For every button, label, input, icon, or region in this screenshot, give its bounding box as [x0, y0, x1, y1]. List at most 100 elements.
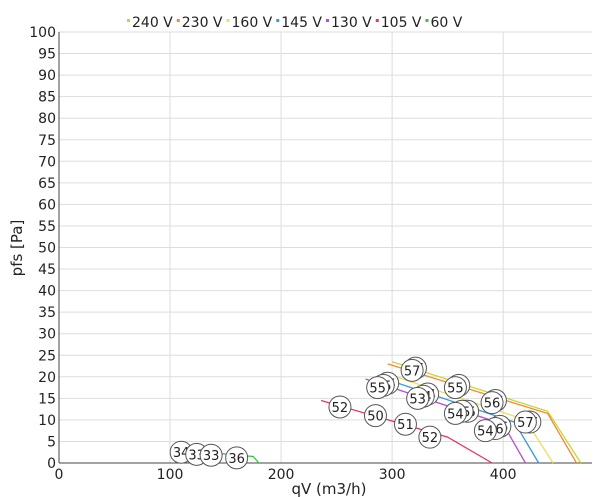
data-label-circle: [473, 419, 497, 443]
y-tick-label: 40: [38, 284, 56, 300]
x-tick-label: 0: [55, 467, 64, 483]
y-tick-label: 95: [38, 47, 56, 63]
data-label: 51: [393, 412, 417, 436]
y-tick-label: 15: [38, 391, 56, 407]
data-label: 57: [400, 358, 424, 382]
series-line-240v: [391, 361, 582, 464]
data-label: 57: [513, 410, 537, 434]
x-tick-label: 300: [379, 467, 406, 483]
data-label-circle: [328, 395, 352, 419]
legend-item: 230 V: [176, 15, 223, 31]
data-label: 56: [480, 391, 504, 415]
legend-swatch: [127, 19, 130, 22]
data-label-value: 54: [477, 425, 494, 440]
data-label-value: 55: [369, 382, 386, 397]
data-label-value: 52: [422, 431, 439, 446]
y-tick-label: 20: [38, 370, 56, 386]
data-label: 52: [328, 395, 352, 419]
data-label-value: 34: [173, 446, 190, 461]
legend-swatch: [375, 19, 379, 22]
data-label-circle: [400, 358, 424, 382]
data-label-circle: [406, 386, 430, 410]
data-label-value: 36: [228, 452, 245, 467]
data-label-value: 51: [397, 418, 414, 433]
data-label-circle: [443, 401, 467, 425]
legend-item: 105 V: [375, 15, 422, 31]
legend-label: 60 V: [431, 15, 463, 31]
data-label-value: 55: [447, 382, 464, 397]
data-label: 36: [225, 446, 249, 470]
y-tick-label: 75: [38, 133, 56, 149]
legend-label: 145 V: [281, 15, 322, 31]
data-label: 50: [363, 404, 387, 428]
legend-swatch: [326, 19, 329, 22]
legend-label: 230 V: [182, 15, 223, 31]
y-tick-label: 100: [29, 25, 56, 41]
legend: 240 V 230 V 160 V 145 V 130 V 105 V 60 V: [127, 15, 463, 31]
data-label-value: 50: [367, 410, 384, 425]
data-label-circle: [366, 376, 390, 400]
y-tick-label: 60: [38, 197, 56, 213]
data-label-value: 57: [404, 364, 421, 379]
y-tick-label: 45: [38, 262, 56, 278]
legend-swatch: [226, 19, 230, 22]
y-tick-label: 70: [38, 154, 56, 170]
data-label-circle: [443, 376, 467, 400]
data-label-circle: [513, 410, 537, 434]
legend-item: 145 V: [276, 15, 322, 31]
data-label-value: 57: [517, 416, 534, 431]
y-axis-title: pfs [Pa]: [8, 220, 26, 277]
legend-label: 105 V: [381, 15, 422, 31]
y-tick-label: 25: [38, 348, 56, 364]
data-label: 52: [418, 425, 442, 449]
legend-label: 130 V: [331, 15, 372, 31]
data-label: 54: [473, 419, 497, 443]
data-label: 55: [366, 376, 390, 400]
y-tick-label: 80: [38, 111, 56, 127]
legend-item: 160 V: [226, 15, 273, 31]
series-line-105v: [320, 399, 493, 464]
y-tick-label: 35: [38, 305, 56, 321]
data-label: 54: [443, 401, 467, 425]
legend-item: 130 V: [326, 15, 372, 31]
legend-label: 160 V: [232, 15, 273, 31]
data-label-circle: [363, 404, 387, 428]
data-label-value: 56: [484, 397, 501, 412]
data-labels: 5755565757555657555455565554555655535454…: [169, 356, 542, 470]
data-label-circle: [225, 446, 249, 470]
x-axis-title: qV (m3/h): [292, 480, 367, 497]
data-label-circle: [393, 412, 417, 436]
legend-swatch: [425, 19, 429, 22]
axes: 0510152025303540455055606570758085909510…: [29, 25, 592, 483]
data-label-circle: [199, 443, 223, 467]
x-tick-label: 400: [490, 467, 517, 483]
y-tick-label: 90: [38, 68, 56, 84]
data-label: 55: [443, 376, 467, 400]
legend-item: 240 V: [127, 15, 173, 31]
data-label-value: 52: [332, 401, 349, 416]
data-label-value: 54: [447, 407, 464, 422]
data-label: 53: [406, 386, 430, 410]
y-tick-label: 10: [38, 413, 56, 429]
legend-label: 240 V: [132, 15, 173, 31]
x-tick-label: 100: [157, 467, 184, 483]
y-tick-label: 30: [38, 327, 56, 343]
y-tick-label: 50: [38, 241, 56, 257]
x-tick-label: 200: [268, 467, 295, 483]
y-tick-label: 5: [47, 434, 56, 450]
y-tick-label: 0: [47, 456, 56, 472]
data-label: 33: [199, 443, 223, 467]
legend-item: 60 V: [425, 15, 463, 31]
data-label-circle: [480, 391, 504, 415]
y-tick-label: 85: [38, 90, 56, 106]
legend-swatch: [276, 19, 280, 22]
data-label-value: 33: [203, 449, 220, 464]
grid: [58, 31, 592, 464]
legend-swatch: [176, 19, 180, 22]
y-tick-label: 55: [38, 219, 56, 235]
y-tick-label: 65: [38, 176, 56, 192]
series-line-230v: [387, 363, 578, 464]
data-label-circle: [418, 425, 442, 449]
data-label-value: 53: [409, 392, 426, 407]
